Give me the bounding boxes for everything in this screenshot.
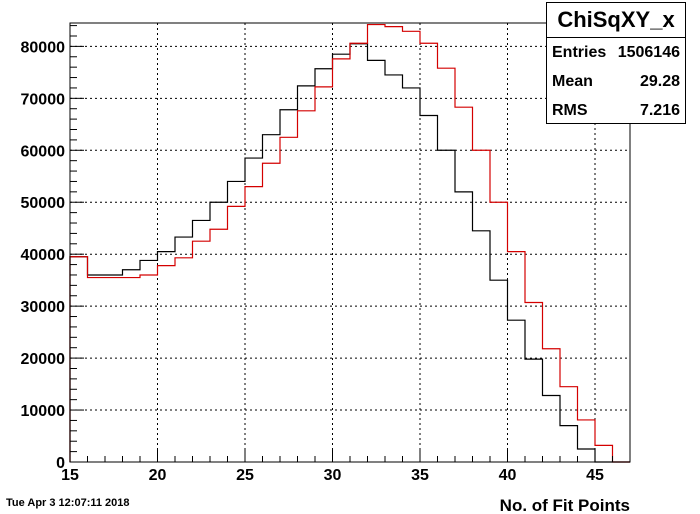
grid-lines — [70, 23, 630, 462]
x-axis-title: No. of Fit Points — [500, 496, 630, 514]
timestamp: Tue Apr 3 12:07:11 2018 — [6, 497, 130, 509]
stats-row-entries: Entries 1506146 — [547, 38, 685, 67]
y-tick-label: 60000 — [21, 143, 66, 160]
y-tick-label: 10000 — [21, 403, 66, 420]
x-tick-label: 35 — [411, 467, 429, 484]
stats-row-rms: RMS 7.216 — [547, 96, 685, 125]
x-tick-label: 30 — [324, 467, 342, 484]
x-tick-label: 25 — [236, 467, 254, 484]
y-tick-label: 50000 — [21, 195, 66, 212]
y-tick-label: 0 — [56, 455, 65, 472]
stats-row-mean: Mean 29.28 — [547, 67, 685, 96]
axes — [69, 22, 631, 463]
stats-box: ChiSqXY_x Entries 1506146 Mean 29.28 RMS… — [546, 2, 686, 124]
stats-value: 1506146 — [617, 44, 680, 61]
y-tick-label: 40000 — [21, 247, 66, 264]
y-tick-label: 20000 — [21, 351, 66, 368]
histogram-red — [69, 23, 630, 463]
stats-key: Mean — [552, 73, 593, 90]
x-tick-label: 15 — [61, 467, 79, 484]
tick-labels: 15 20 25 30 35 40 45 0 10000 20000 30000 40000 50000… — [21, 39, 605, 484]
stats-title: ChiSqXY_x — [547, 3, 685, 38]
y-tick-label: 80000 — [21, 39, 66, 56]
x-tick-label: 45 — [586, 467, 604, 484]
histogram-series — [69, 23, 630, 463]
stats-value: 29.28 — [639, 73, 680, 90]
y-tick-label: 70000 — [21, 91, 66, 108]
stats-value: 7.216 — [639, 102, 680, 119]
stats-key: RMS — [552, 102, 588, 119]
y-tick-label: 30000 — [21, 299, 66, 316]
stats-key: Entries — [552, 44, 607, 61]
x-tick-label: 40 — [499, 467, 517, 484]
x-tick-label: 20 — [149, 467, 167, 484]
